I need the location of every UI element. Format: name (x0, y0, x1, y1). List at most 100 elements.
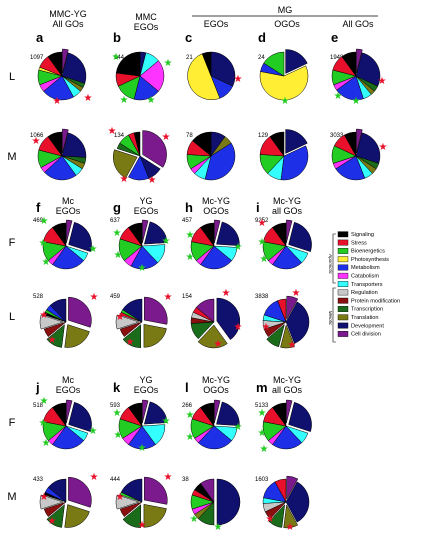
pie-slice-photosynthesis (259, 65, 309, 101)
pie-slice-transcription (268, 503, 286, 528)
significance-star-icon: ★ (162, 132, 171, 143)
pie-slice-development (288, 401, 312, 432)
legend-swatch (337, 306, 349, 312)
pie-slice-signaling (200, 222, 215, 247)
count-j-M: 433 (33, 477, 44, 483)
pie-slice-signaling (192, 131, 212, 157)
significance-star-icon: ★ (40, 216, 49, 227)
pie-chart (118, 399, 168, 450)
pie-slice-cell-division (68, 296, 92, 328)
panel-letter-a: a (36, 30, 44, 45)
row-label-M-bottom: M (7, 491, 16, 503)
panel-letter-g: g (113, 200, 121, 215)
pie-chart (187, 51, 236, 101)
legend-swatch (337, 256, 349, 263)
significance-star-icon: ★ (89, 426, 98, 437)
count-i-F: 9252 (255, 218, 269, 224)
pie-slice-metabolism (52, 245, 85, 270)
significance-star-icon: ★ (186, 432, 195, 443)
pie-slice-signaling (47, 51, 63, 77)
pie-slice-development (61, 132, 87, 158)
legend-label: Signaling (351, 232, 374, 238)
pie-slice-metabolism (200, 245, 233, 270)
pie-slice-signaling (128, 222, 143, 247)
significance-star-icon: ★ (148, 175, 157, 186)
significance-star-icon: ★ (116, 492, 125, 503)
count-g-F: 637 (110, 218, 121, 224)
pie-slice-cell-division (144, 296, 168, 325)
pie-slice-cell-division (214, 219, 221, 244)
pie-slice-development (49, 298, 67, 323)
significance-star-icon: ★ (222, 288, 231, 299)
significance-star-icon: ★ (42, 257, 51, 268)
significance-star-icon: ★ (258, 408, 267, 419)
pie-slice-metabolism (197, 425, 233, 450)
pie-slice-bioenergetics (263, 51, 285, 77)
pie-chart (262, 295, 310, 349)
pie-slice-translation (64, 504, 90, 528)
pie-slice-cell-division (356, 128, 363, 154)
legend-swatch (337, 281, 349, 287)
significance-markers: ★ ★ ★ ★ ★ ★ ★ ★ ★ ★ ★ ★ ★ ★ ★ ★ ★ ★ ★ ★ ★ ★ ★ ★ ★ ★ ★ ★ ★ ★ ★ ★ ★ ★ ★ ★ ★ ★ ★ ★… (32, 52, 388, 533)
count-l-F: 266 (182, 403, 193, 409)
count-f-F: 469 (33, 218, 44, 224)
count-h-F: 457 (182, 218, 193, 224)
pie-chart (112, 130, 167, 181)
legend-swatch (337, 289, 349, 296)
count-m-M: 1603 (255, 477, 269, 483)
header-i-line1: Mc-YG (273, 196, 301, 206)
header-l-line2: OGOs (203, 385, 229, 395)
panel-letter-f: f (36, 200, 41, 215)
significance-star-icon: ★ (162, 416, 171, 427)
significance-star-icon: ★ (39, 418, 48, 429)
significance-star-icon: ★ (214, 339, 223, 350)
panel-letter-j: j (35, 380, 40, 395)
legend-swatch (337, 331, 349, 337)
pie-slice-development (285, 481, 310, 523)
pie-slice-development (285, 301, 310, 344)
legend-label: Photosynthesis (351, 257, 389, 263)
pie-slice-protein-modification (43, 501, 67, 518)
significance-star-icon: ★ (162, 236, 171, 247)
significance-star-icon: ★ (89, 244, 98, 255)
pie-slice-development (143, 401, 168, 425)
count-k-M: 444 (110, 477, 121, 483)
pie-slice-signaling (272, 402, 287, 427)
pie-slice-cell-division (356, 48, 363, 74)
pie-slice-cell-division (144, 476, 168, 505)
significance-star-icon: ★ (214, 522, 223, 533)
pie-slice-cell-division (68, 476, 92, 508)
count-h-L: 154 (182, 294, 193, 300)
significance-star-icon: ★ (113, 408, 122, 419)
header-m-line1: Mc-YG (273, 375, 301, 385)
count-b-M: 134 (114, 133, 125, 139)
pie-chart (39, 296, 92, 348)
header-j-line2: EGOs (56, 385, 81, 395)
pie-slice-cell-division (286, 399, 293, 424)
pie-slice-signaling (52, 222, 67, 247)
significance-star-icon: ★ (90, 292, 99, 303)
header-c-line2: EGOs (204, 19, 229, 29)
header-l-line1: Mc-YG (202, 375, 230, 385)
pie-slice-development (210, 51, 236, 87)
pie-slice-signaling (133, 131, 141, 157)
legend: Signaling Stress Bioenergetics Photosynthes… (328, 231, 400, 343)
legend-label: Metabolism (351, 265, 380, 271)
count-d-L: 24 (258, 55, 265, 61)
count-i-L: 3838 (255, 294, 269, 300)
panel-letter-i: i (256, 200, 260, 215)
pie-slice-development (285, 49, 308, 74)
header-g-line1: YG (139, 196, 152, 206)
legend-swatch (337, 314, 349, 321)
pie-slice-regulation (115, 314, 140, 330)
header-d-line2: OGOs (274, 19, 300, 29)
count-l-M: 38 (182, 477, 189, 483)
header-f-line1: Mc (62, 196, 74, 206)
pie-slice-cell-division (286, 219, 293, 244)
header-j-line1: Mc (62, 375, 74, 385)
significance-star-icon: ★ (32, 136, 41, 147)
significance-star-icon: ★ (48, 516, 57, 527)
pie-slice-translation (143, 504, 167, 528)
significance-star-icon: ★ (120, 95, 129, 106)
pie-slice-signaling (128, 402, 143, 427)
